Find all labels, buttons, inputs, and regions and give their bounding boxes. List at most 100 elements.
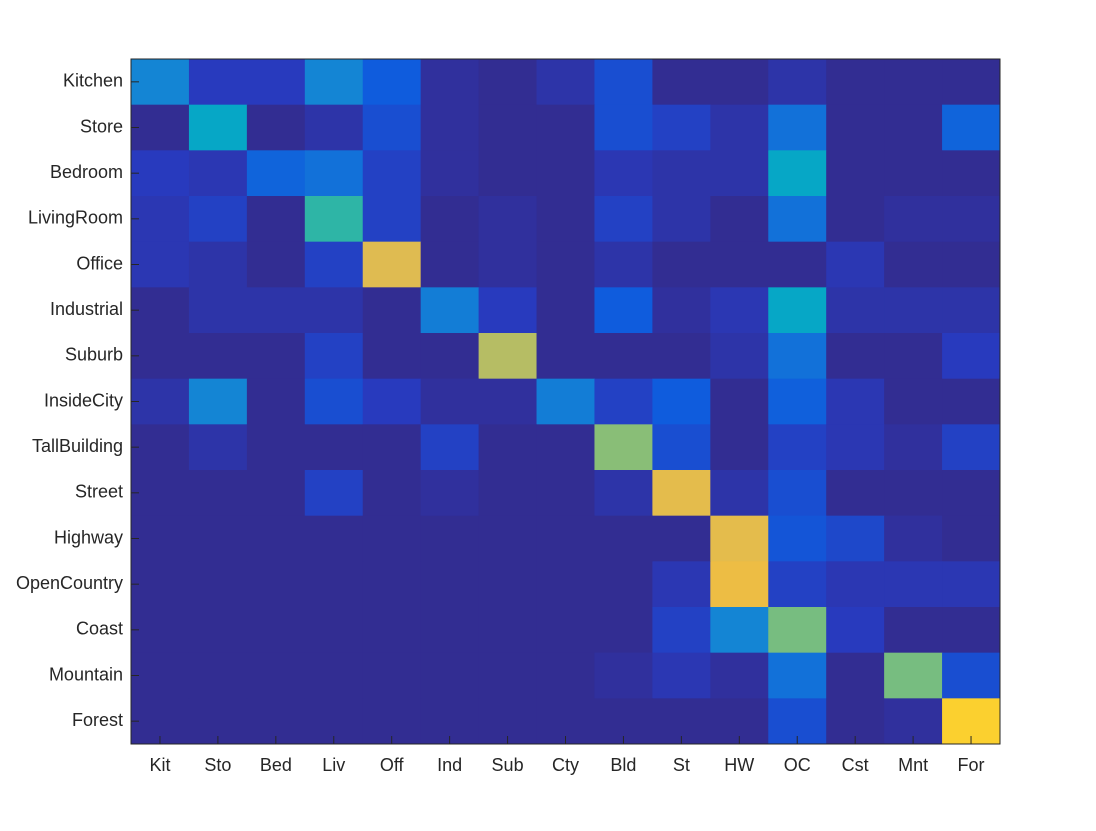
cell [826,150,885,197]
cell [536,241,595,288]
cell [594,378,653,425]
cell [246,424,306,471]
cell [246,515,306,562]
cell [768,652,827,699]
cell [942,104,1001,151]
x-tick-label: Cst [842,755,869,775]
cell [710,196,769,243]
cell [768,607,827,654]
cell [304,607,364,654]
cell [710,561,769,608]
cell [884,378,943,425]
cell [652,424,711,471]
cell [710,287,769,334]
cell [478,196,538,243]
cell [884,424,943,471]
cell [131,607,190,654]
y-tick-label: Coast [76,619,123,639]
cell [594,333,653,380]
cell [652,196,711,243]
cell [884,333,943,380]
cell [304,378,364,425]
cell [362,196,422,243]
cell [536,104,595,151]
cell [188,241,248,288]
cell [826,561,885,608]
cell [826,196,885,243]
cell [362,607,422,654]
cell [826,333,885,380]
cell [652,150,711,197]
cell [710,515,769,562]
cell [768,59,827,106]
x-tick-label: Bed [260,755,292,775]
cell [826,287,885,334]
cell [188,287,248,334]
cell [246,470,306,517]
cell [536,196,595,243]
cell [826,241,885,288]
cell [304,196,364,243]
y-tick-label: Kitchen [63,71,123,91]
cell [478,333,538,380]
cell [420,287,480,334]
cell [710,652,769,699]
cell [420,378,480,425]
cell [362,104,422,151]
cell [710,59,769,106]
cell [768,515,827,562]
cell [420,241,480,288]
cell [478,59,538,106]
cell [188,333,248,380]
cell [594,287,653,334]
cell [942,378,1001,425]
cell [652,607,711,654]
cell [304,470,364,517]
cell [478,515,538,562]
cell [304,150,364,197]
cell [884,196,943,243]
cell [884,470,943,517]
cell [246,196,306,243]
cell [246,378,306,425]
cell [536,424,595,471]
y-tick-label: Suburb [65,345,123,365]
cell [478,607,538,654]
cell [652,241,711,288]
cell [362,515,422,562]
cell [594,241,653,288]
cell [536,378,595,425]
cell [594,652,653,699]
cell [768,470,827,517]
y-tick-label: Industrial [50,299,123,319]
cell [131,241,190,288]
cell [304,561,364,608]
cell [246,241,306,288]
cell [188,150,248,197]
cell [768,561,827,608]
cell [710,470,769,517]
cell [536,561,595,608]
cell [652,333,711,380]
cell [246,287,306,334]
x-tick-label: Kit [149,755,170,775]
cell [884,515,943,562]
cell [420,59,480,106]
cell [652,561,711,608]
cell [478,652,538,699]
cell [304,287,364,334]
x-tick-label: HW [724,755,754,775]
x-tick-label: Off [380,755,405,775]
cell [362,287,422,334]
cell [942,470,1001,517]
cell [710,378,769,425]
cell [420,652,480,699]
cell [942,59,1001,106]
cell [246,59,306,106]
cell [246,150,306,197]
cell [478,150,538,197]
cell [942,150,1001,197]
cell [594,424,653,471]
cell [710,241,769,288]
